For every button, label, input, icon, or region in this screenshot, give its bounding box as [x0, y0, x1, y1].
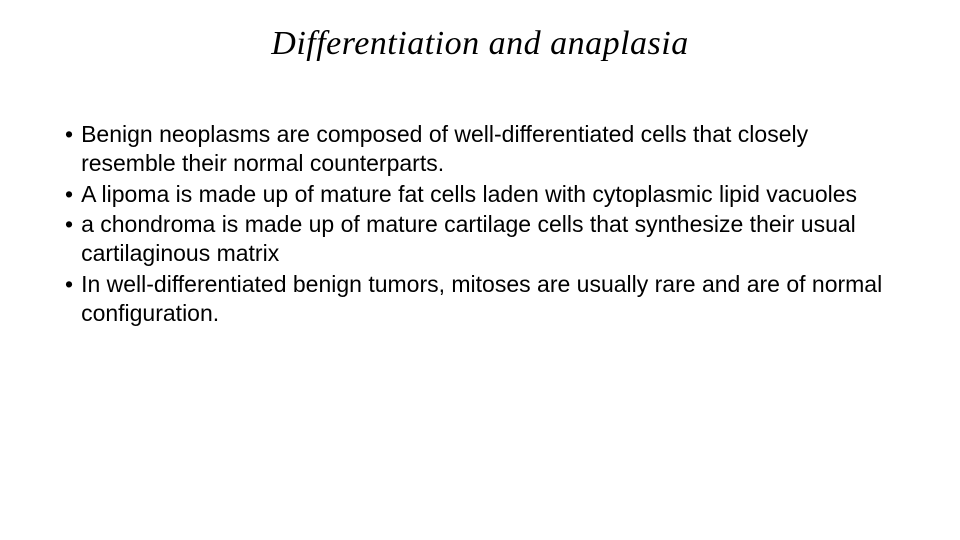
- bullet-marker: •: [65, 210, 73, 239]
- bullet-list: • Benign neoplasms are composed of well-…: [65, 120, 900, 329]
- bullet-marker: •: [65, 270, 73, 299]
- list-item: • a chondroma is made up of mature carti…: [65, 210, 900, 268]
- list-item: • Benign neoplasms are composed of well-…: [65, 120, 900, 178]
- list-item: • In well-differentiated benign tumors, …: [65, 270, 900, 328]
- slide-title: Differentiation and anaplasia: [0, 25, 960, 63]
- bullet-text: A lipoma is made up of mature fat cells …: [81, 180, 900, 209]
- bullet-marker: •: [65, 180, 73, 209]
- bullet-marker: •: [65, 120, 73, 149]
- bullet-text: Benign neoplasms are composed of well-di…: [81, 120, 900, 178]
- list-item: • A lipoma is made up of mature fat cell…: [65, 180, 900, 209]
- bullet-text: a chondroma is made up of mature cartila…: [81, 210, 900, 268]
- bullet-text: In well-differentiated benign tumors, mi…: [81, 270, 900, 328]
